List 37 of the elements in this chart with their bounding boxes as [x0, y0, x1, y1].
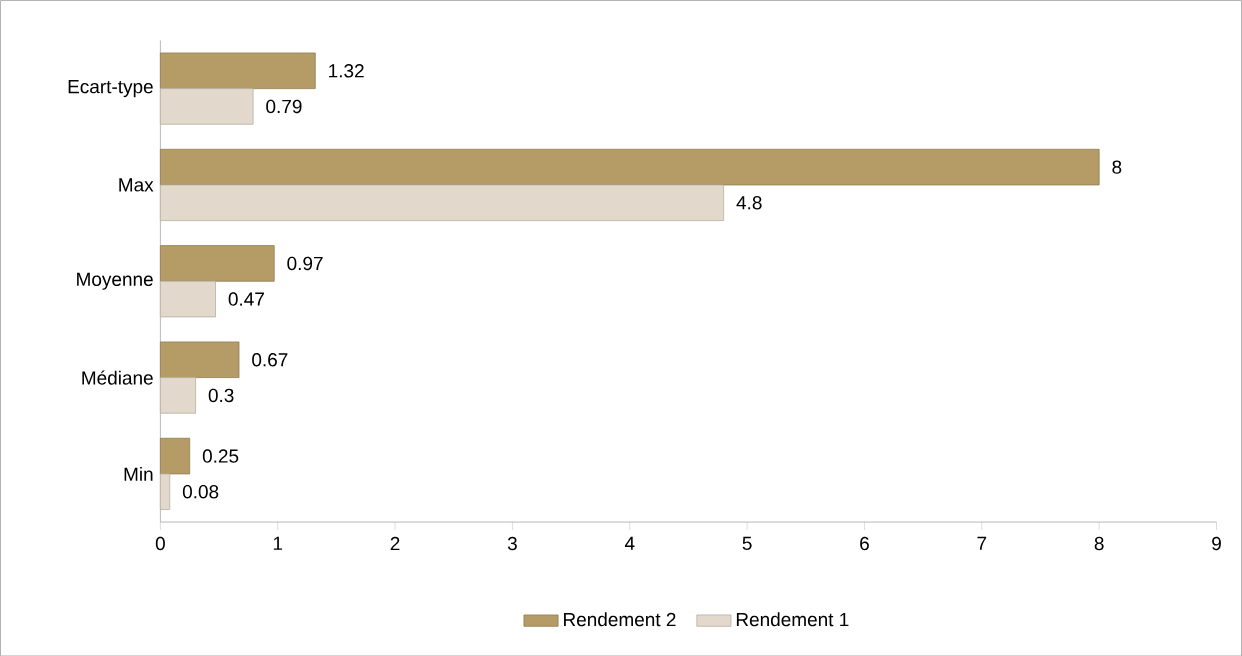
bar	[159, 473, 171, 510]
data-label: 4.8	[736, 195, 762, 210]
data-label: 0.67	[252, 352, 288, 367]
x-tick-label: 7	[977, 536, 987, 550]
y-tick-label: Ecart-type	[68, 79, 153, 97]
bar	[159, 437, 191, 475]
data-label: 0.97	[287, 256, 323, 270]
data-label: 8	[1112, 160, 1122, 174]
bar	[159, 148, 1100, 186]
data-label: 0.08	[182, 484, 219, 499]
x-tick-label: 9	[1212, 536, 1221, 551]
x-tick-label: 8	[1094, 536, 1104, 551]
x-tick-label: 5	[742, 536, 752, 550]
legend-label: Rendement 2	[564, 612, 676, 627]
y-tick-label: Min	[124, 466, 153, 481]
bar	[159, 341, 240, 378]
bar	[159, 52, 316, 89]
data-label: 0.47	[228, 292, 264, 306]
x-tick-label: 2	[390, 536, 400, 550]
x-tick-label: 4	[624, 536, 635, 550]
x-tick-label: 6	[860, 536, 869, 551]
bar	[159, 376, 196, 414]
data-label: 0.25	[202, 449, 239, 463]
x-tick-label: 1	[273, 536, 283, 550]
data-label: 1.32	[329, 63, 364, 78]
legend-label: Rendement 1	[736, 612, 849, 627]
x-tick-label: 0	[155, 536, 165, 551]
y-tick-label: Max	[119, 178, 154, 192]
y-tick-label: Médiane	[82, 370, 153, 385]
bar	[159, 88, 254, 125]
bar	[159, 245, 275, 282]
data-label: 0.79	[266, 99, 302, 113]
bar	[159, 280, 216, 318]
data-label: 0.3	[208, 388, 234, 402]
x-tick-label: 3	[507, 536, 517, 551]
bar	[159, 184, 725, 221]
y-tick-label: Moyenne	[77, 272, 153, 290]
